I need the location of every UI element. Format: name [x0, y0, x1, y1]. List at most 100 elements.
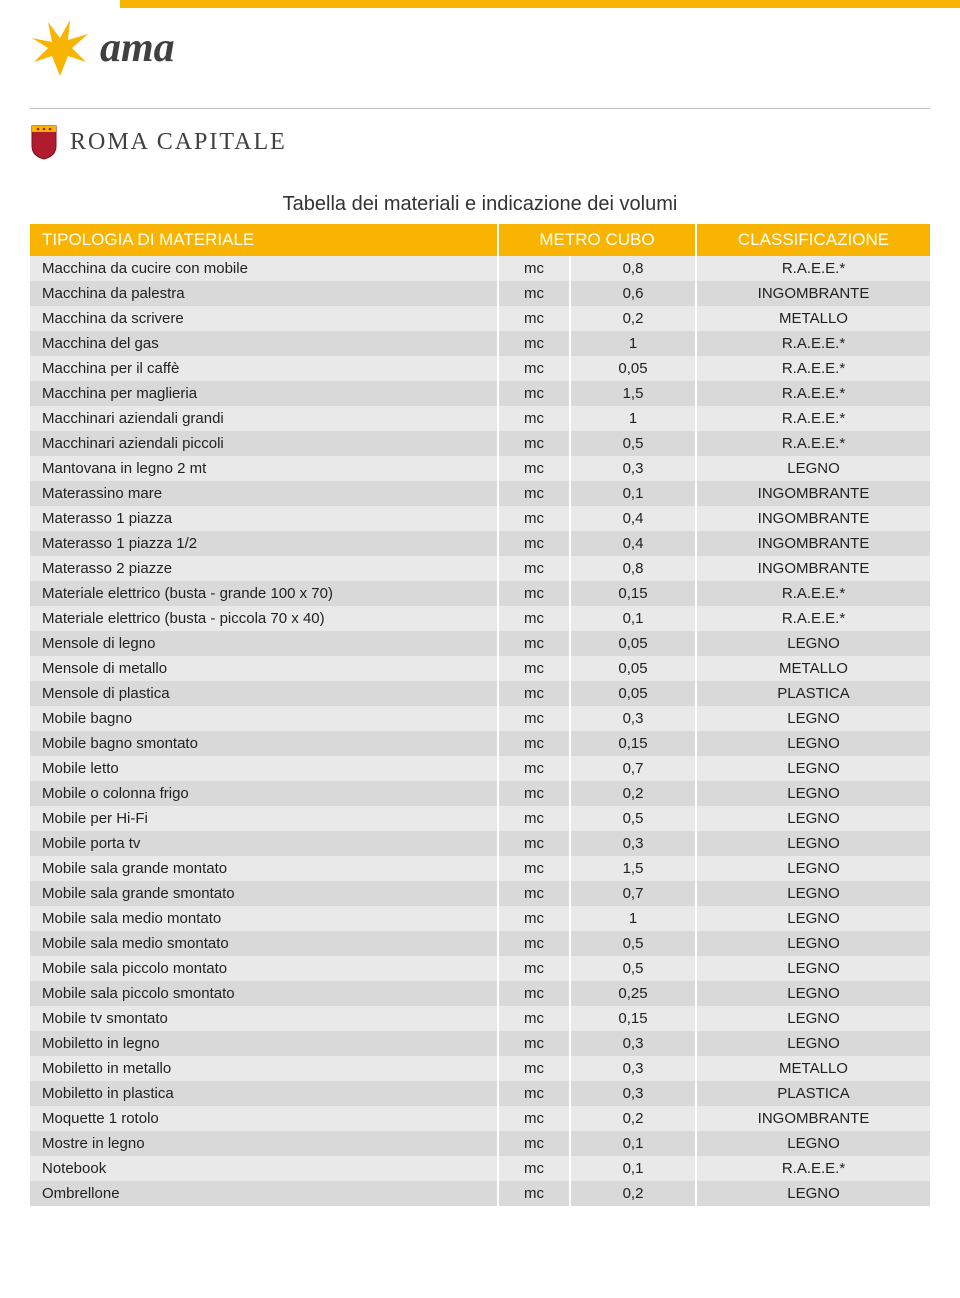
cell-classification: METALLO: [696, 306, 930, 331]
cell-value: 1,5: [570, 381, 696, 406]
table-row: Mobile sala medio montatomc1LEGNO: [30, 906, 930, 931]
table-row: Materasso 1 piazza 1/2mc0,4INGOMBRANTE: [30, 531, 930, 556]
table-row: Mobile sala grande montatomc1,5LEGNO: [30, 856, 930, 881]
cell-value: 0,2: [570, 781, 696, 806]
col-header-metrocubo: METRO CUBO: [498, 224, 696, 256]
cell-classification: INGOMBRANTE: [696, 481, 930, 506]
table-row: Notebookmc0,1R.A.E.E.*: [30, 1156, 930, 1181]
cell-classification: LEGNO: [696, 731, 930, 756]
table-row: Mobile per Hi-Fimc0,5LEGNO: [30, 806, 930, 831]
cell-tipologia: Mobiletto in metallo: [30, 1056, 498, 1081]
table-row: Mobile sala grande smontatomc0,7LEGNO: [30, 881, 930, 906]
cell-classification: R.A.E.E.*: [696, 431, 930, 456]
cell-tipologia: Materasso 1 piazza 1/2: [30, 531, 498, 556]
cell-tipologia: Mobile sala medio montato: [30, 906, 498, 931]
cell-tipologia: Mobile sala piccolo montato: [30, 956, 498, 981]
cell-value: 0,7: [570, 756, 696, 781]
table-row: Macchina per maglieriamc1,5R.A.E.E.*: [30, 381, 930, 406]
table-row: Mobile bagnomc0,3LEGNO: [30, 706, 930, 731]
cell-value: 0,4: [570, 531, 696, 556]
cell-value: 0,8: [570, 556, 696, 581]
cell-unit: mc: [498, 1106, 570, 1131]
cell-unit: mc: [498, 1081, 570, 1106]
roma-text: ROMA CAPITALE: [70, 129, 287, 156]
table-row: Mobile lettomc0,7LEGNO: [30, 756, 930, 781]
cell-unit: mc: [498, 831, 570, 856]
cell-unit: mc: [498, 256, 570, 281]
cell-tipologia: Materasso 2 piazze: [30, 556, 498, 581]
cell-unit: mc: [498, 756, 570, 781]
cell-tipologia: Mobiletto in legno: [30, 1031, 498, 1056]
table-row: Macchina per il caffèmc0,05R.A.E.E.*: [30, 356, 930, 381]
cell-tipologia: Macchina da cucire con mobile: [30, 256, 498, 281]
cell-classification: LEGNO: [696, 1131, 930, 1156]
cell-unit: mc: [498, 681, 570, 706]
table-row: Materassino maremc0,1INGOMBRANTE: [30, 481, 930, 506]
table-row: Mobile bagno smontatomc0,15LEGNO: [30, 731, 930, 756]
cell-unit: mc: [498, 1181, 570, 1206]
cell-value: 1,5: [570, 856, 696, 881]
table-row: Mensole di legnomc0,05LEGNO: [30, 631, 930, 656]
cell-tipologia: Macchina da scrivere: [30, 306, 498, 331]
cell-value: 0,2: [570, 1181, 696, 1206]
table-row: Mobile o colonna frigomc0,2LEGNO: [30, 781, 930, 806]
table-header-row: TIPOLOGIA DI MATERIALE METRO CUBO CLASSI…: [30, 224, 930, 256]
cell-value: 0,3: [570, 1031, 696, 1056]
cell-tipologia: Macchinari aziendali piccoli: [30, 431, 498, 456]
table-row: Materasso 2 piazzemc0,8INGOMBRANTE: [30, 556, 930, 581]
table-row: Materasso 1 piazzamc0,4INGOMBRANTE: [30, 506, 930, 531]
cell-classification: LEGNO: [696, 1181, 930, 1206]
cell-classification: LEGNO: [696, 1031, 930, 1056]
cell-classification: INGOMBRANTE: [696, 281, 930, 306]
cell-tipologia: Notebook: [30, 1156, 498, 1181]
cell-value: 0,7: [570, 881, 696, 906]
cell-unit: mc: [498, 631, 570, 656]
cell-unit: mc: [498, 606, 570, 631]
cell-value: 0,3: [570, 1056, 696, 1081]
cell-value: 0,6: [570, 281, 696, 306]
cell-unit: mc: [498, 281, 570, 306]
col-header-classificazione: CLASSIFICAZIONE: [696, 224, 930, 256]
cell-tipologia: Mobile tv smontato: [30, 1006, 498, 1031]
cell-classification: PLASTICA: [696, 681, 930, 706]
cell-classification: LEGNO: [696, 906, 930, 931]
cell-unit: mc: [498, 856, 570, 881]
cell-tipologia: Materassino mare: [30, 481, 498, 506]
cell-unit: mc: [498, 981, 570, 1006]
cell-classification: METALLO: [696, 1056, 930, 1081]
cell-value: 0,3: [570, 706, 696, 731]
cell-unit: mc: [498, 731, 570, 756]
cell-classification: LEGNO: [696, 806, 930, 831]
cell-unit: mc: [498, 356, 570, 381]
cell-value: 0,1: [570, 1156, 696, 1181]
cell-classification: R.A.E.E.*: [696, 581, 930, 606]
cell-unit: mc: [498, 656, 570, 681]
table-row: Materiale elettrico (busta - grande 100 …: [30, 581, 930, 606]
cell-value: 0,2: [570, 1106, 696, 1131]
cell-tipologia: Macchina per maglieria: [30, 381, 498, 406]
cell-tipologia: Mobile sala grande smontato: [30, 881, 498, 906]
table-row: Mobiletto in plasticamc0,3PLASTICA: [30, 1081, 930, 1106]
table-row: Macchina da scriveremc0,2METALLO: [30, 306, 930, 331]
cell-value: 0,5: [570, 431, 696, 456]
cell-tipologia: Materasso 1 piazza: [30, 506, 498, 531]
cell-tipologia: Mobile bagno smontato: [30, 731, 498, 756]
table-body: Macchina da cucire con mobilemc0,8R.A.E.…: [30, 256, 930, 1206]
cell-value: 1: [570, 331, 696, 356]
ama-logo: ama: [30, 18, 960, 78]
cell-unit: mc: [498, 1156, 570, 1181]
cell-tipologia: Macchinari aziendali grandi: [30, 406, 498, 431]
cell-value: 0,25: [570, 981, 696, 1006]
cell-tipologia: Materiale elettrico (busta - piccola 70 …: [30, 606, 498, 631]
cell-tipologia: Mobiletto in plastica: [30, 1081, 498, 1106]
cell-tipologia: Ombrellone: [30, 1181, 498, 1206]
cell-value: 0,5: [570, 806, 696, 831]
table-row: Mensole di metallomc0,05METALLO: [30, 656, 930, 681]
cell-value: 0,1: [570, 606, 696, 631]
cell-tipologia: Mensole di legno: [30, 631, 498, 656]
cell-value: 0,05: [570, 656, 696, 681]
cell-unit: mc: [498, 506, 570, 531]
cell-classification: R.A.E.E.*: [696, 356, 930, 381]
ama-text: ama: [100, 24, 175, 72]
table-row: Moquette 1 rotolomc0,2INGOMBRANTE: [30, 1106, 930, 1131]
